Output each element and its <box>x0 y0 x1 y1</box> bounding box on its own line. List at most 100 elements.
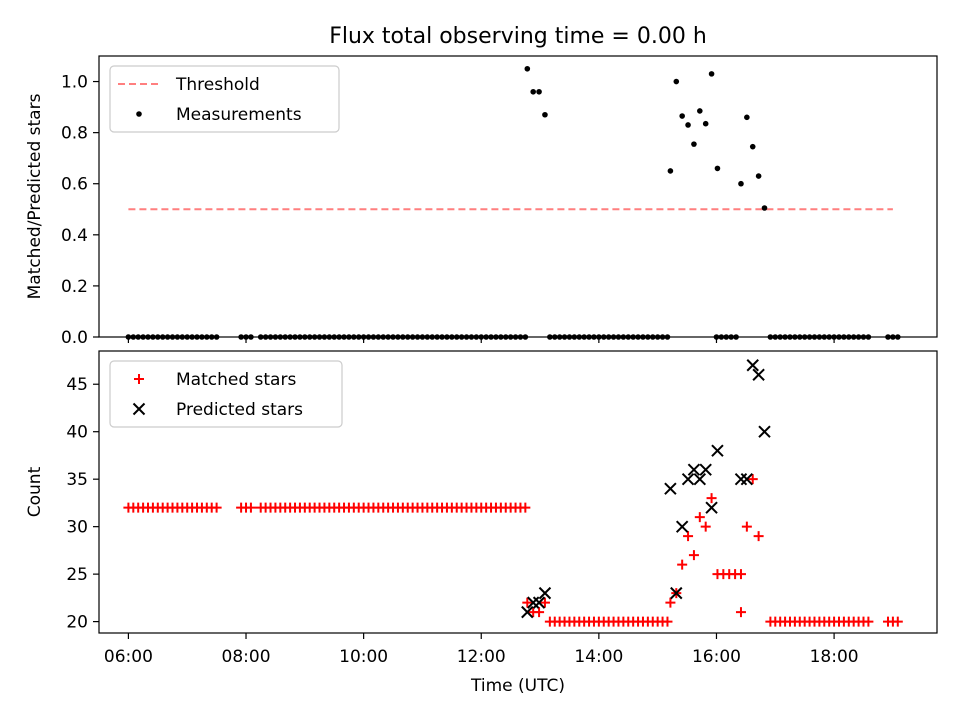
data-point <box>586 334 592 340</box>
data-point <box>645 334 651 340</box>
data-point <box>685 122 691 128</box>
data-point <box>380 334 387 340</box>
data-point <box>688 550 699 561</box>
data-point <box>718 334 725 340</box>
data-point <box>538 586 552 600</box>
data-point <box>159 334 166 340</box>
data-point <box>419 334 426 340</box>
data-point <box>705 501 718 514</box>
data-point <box>155 334 161 340</box>
y-tick-label: 0.6 <box>61 175 88 195</box>
data-point <box>806 334 813 340</box>
data-point <box>245 502 256 513</box>
data-point <box>733 334 739 340</box>
data-point <box>831 334 837 340</box>
data-point <box>796 334 803 340</box>
legend-label: Matched stars <box>176 370 296 390</box>
y-axis-label: Count <box>25 466 45 517</box>
data-point <box>365 334 372 340</box>
data-point <box>596 334 602 340</box>
y-tick-label: 25 <box>66 565 88 585</box>
data-point <box>306 334 313 340</box>
figure-title: Flux total observing time = 0.00 h <box>329 24 707 49</box>
data-point <box>566 334 573 340</box>
data-point <box>498 334 504 340</box>
data-point <box>735 569 746 580</box>
data-point <box>282 334 289 340</box>
data-point <box>677 559 688 570</box>
axes-frame <box>98 350 938 634</box>
data-point <box>708 71 715 77</box>
data-point <box>635 334 641 340</box>
data-point <box>211 502 222 513</box>
data-point <box>892 616 903 627</box>
y-tick-label: 45 <box>66 375 88 395</box>
data-point <box>287 334 293 340</box>
data-point <box>453 334 460 340</box>
data-point <box>502 334 509 340</box>
data-point <box>248 334 254 340</box>
data-point <box>277 334 284 340</box>
data-point <box>863 616 874 627</box>
data-point <box>681 472 695 486</box>
data-point <box>429 334 436 340</box>
data-point <box>826 334 832 340</box>
data-point <box>850 334 857 340</box>
data-point <box>556 334 563 340</box>
data-point <box>521 605 534 619</box>
data-point <box>400 334 406 340</box>
data-point <box>434 334 440 340</box>
data-point <box>664 334 671 340</box>
data-point <box>865 334 872 340</box>
data-point <box>375 334 382 340</box>
data-point <box>414 334 421 340</box>
data-point <box>792 334 798 340</box>
data-point <box>517 334 524 340</box>
data-point <box>625 334 632 340</box>
data-point <box>723 334 730 340</box>
y-tick-label: 35 <box>66 470 88 490</box>
data-point <box>702 120 709 127</box>
x-tick-label: 10:00 <box>339 647 388 667</box>
data-point <box>749 143 756 150</box>
data-point <box>600 334 607 340</box>
data-point <box>755 173 762 179</box>
data-point <box>571 334 578 340</box>
legend-label: Threshold <box>175 75 260 95</box>
data-point <box>662 616 673 627</box>
data-point <box>444 334 450 340</box>
data-point <box>700 521 711 532</box>
data-point <box>530 88 536 95</box>
data-point <box>699 463 712 476</box>
legend: Matched stars Predicted stars <box>109 360 343 428</box>
data-point <box>311 334 318 340</box>
y-tick-label: 0.0 <box>61 328 88 348</box>
data-point <box>493 334 499 340</box>
data-point <box>534 607 545 618</box>
y-tick-label: 1.0 <box>61 73 88 93</box>
data-point <box>539 597 550 608</box>
data-point <box>740 472 754 486</box>
data-point <box>855 334 862 340</box>
data-point <box>673 78 680 85</box>
data-point <box>213 334 220 340</box>
data-point <box>890 334 896 340</box>
data-point <box>458 334 465 340</box>
data-point <box>238 334 244 340</box>
data-point <box>145 334 151 340</box>
data-point <box>605 334 612 340</box>
x-tick-label: 08:00 <box>222 647 271 667</box>
x-tick-label: 06:00 <box>104 647 153 667</box>
data-point <box>164 334 171 340</box>
data-point <box>512 334 519 340</box>
data-point <box>360 334 367 340</box>
data-point <box>169 334 176 340</box>
data-point <box>150 334 156 340</box>
data-point <box>691 141 697 147</box>
data-point <box>409 334 416 340</box>
data-point <box>189 334 195 340</box>
data-point <box>758 425 771 438</box>
data-point <box>536 88 542 95</box>
data-point <box>346 334 352 340</box>
data-point <box>473 334 480 340</box>
